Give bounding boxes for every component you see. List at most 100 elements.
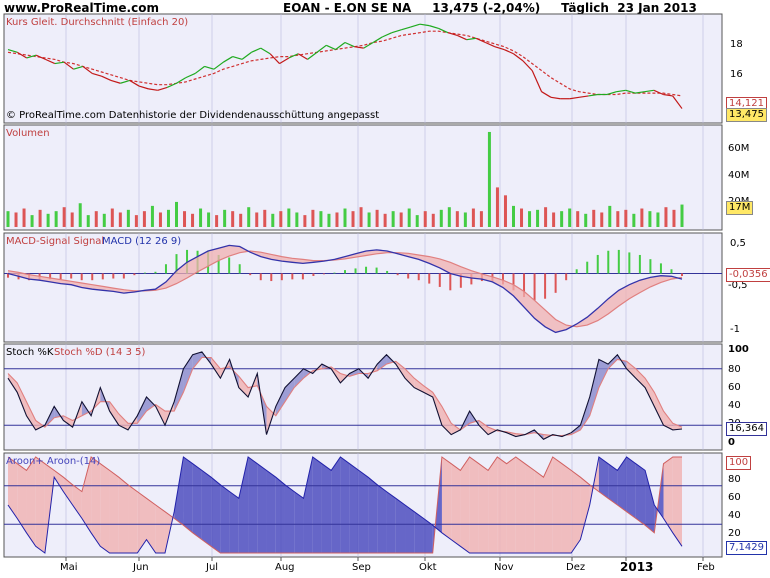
price-line-segment [297,53,308,60]
aroon-fill-segment [626,457,636,519]
aroon-fill-segment [137,491,147,553]
volume-bar [520,208,524,227]
price-last-tag: 13,475 [726,108,767,122]
aroon-fill-segment [91,457,101,547]
aroon-fill-segment [349,463,359,553]
volume-bar [215,215,219,227]
price-line-segment [606,91,617,96]
price-line-segment [522,60,533,72]
volume-bar [479,211,483,227]
price-panel-note: © ProRealTime.com Datenhistorie der Divi… [6,110,380,121]
stoch-tick-100: 100 [728,344,749,355]
price-line-segment [63,61,74,70]
aroon-fill-segment [331,457,341,553]
stoch-tick-40: 40 [728,400,741,411]
stoch-fill-segment [635,368,646,388]
price-line-segment [588,93,598,97]
price-line-segment [129,79,140,87]
volume-bar [359,207,363,227]
volume-bar [142,211,146,227]
aroon-fill-segment [525,463,535,553]
price-line-segment [222,56,233,63]
price-line-segment [194,65,205,74]
price-line-segment [550,96,561,100]
aroon-fill-segment [395,498,406,553]
aroon-fill-segment [386,491,396,553]
aroon-fill-segment [201,470,212,547]
volume-bar [592,209,596,227]
stoch-fill-segment [8,373,18,393]
stoch-fill-segment [174,368,184,412]
stoch-fill-segment [275,387,285,416]
aroon-fill-segment [174,457,184,526]
price-line-segment [17,51,28,59]
volume-bar [191,213,195,227]
volume-bar [183,211,187,227]
aroon-fill-segment [478,463,489,553]
aroon-fill-segment [63,477,73,505]
aroon-fill-segment [294,491,304,553]
price-line-segment [204,65,215,70]
aroon-fill-segment [211,477,221,553]
aroon-plus-last-tag: 7,1429 [726,541,767,555]
volume-bar [664,207,668,227]
stoch-d-line [7,356,683,437]
price-line-segment [335,42,346,51]
price-line-segment [269,53,280,64]
aroon-fill-segment [248,457,258,553]
price-line-segment [148,88,158,91]
stoch-tick-0: 0 [728,437,735,448]
price-line-segment [475,37,486,44]
volume-bar [287,208,291,227]
volume-bar [311,209,315,227]
price-line-segment [251,47,261,53]
stoch-fill-segment [478,420,489,435]
stoch-fill-segment [35,420,45,430]
macd-signal-line [7,250,683,328]
volume-bar [22,208,26,227]
panel-price-frame [3,13,723,124]
volume-tick-60m: 60M [728,143,750,154]
stoch-fill-segment [423,385,433,397]
price-line-segment [166,82,177,89]
volume-bar [319,211,323,227]
aroon-fill-segment [257,463,267,553]
price-line-segment [316,44,327,53]
aroon-fill-segment [488,457,498,553]
volume-bar [656,212,660,227]
macd-last-tag: -0,0356 [726,268,770,282]
stoch-fill-segment [294,368,304,388]
volume-bar [239,213,243,227]
aroon-fill-segment [552,457,562,553]
volume-bar [102,213,106,227]
price-line-segment [241,51,252,60]
volume-bar [14,212,18,227]
aroon-fill-segment [128,484,138,553]
aroon-fill-segment [561,463,572,553]
aroon-fill-segment [321,463,332,553]
aroon-fill-segment [515,457,526,553]
volume-bar [407,208,411,227]
price-line-segment [110,79,121,84]
volume-bar [46,213,50,227]
price-line-segment [363,41,374,49]
stoch-fill-segment [211,357,221,379]
aroon-fill-segment [229,491,239,553]
stoch-fill-segment [377,354,387,371]
price-line-segment [513,53,524,62]
month-label-sep: Sep [352,562,371,573]
aroon-fill-segment [608,463,618,505]
aroon-fill-segment [238,457,249,553]
volume-bar [110,208,114,227]
stoch-fill-segment [663,411,673,430]
volume-bar [158,212,162,227]
price-line-segment [635,91,645,94]
stoch-tick-60: 60 [728,382,741,393]
stoch-fill-segment [238,376,249,397]
header: www.ProRealTime.com EOAN - E.ON SE NA 13… [0,0,770,15]
volume-bar [624,209,628,227]
aroon-fill-segment [451,463,461,547]
aroon-fill-segment [635,463,646,526]
aroon-fill-segment [358,470,369,553]
aroon-minus-line [7,456,682,554]
